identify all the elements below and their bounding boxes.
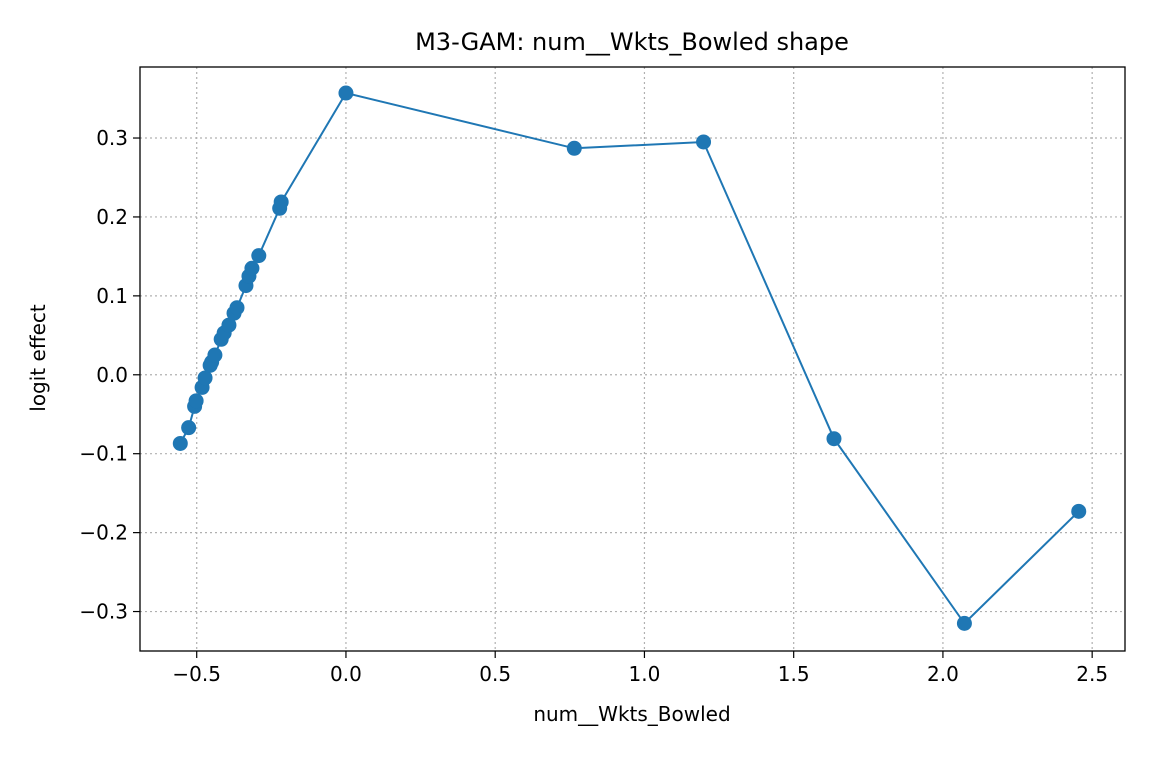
data-point: [1071, 503, 1087, 519]
x-tick-label: 0.0: [330, 662, 362, 686]
y-tick-label: 0.2: [96, 205, 128, 229]
series-layer: [172, 85, 1087, 631]
x-tick-label: 2.0: [927, 662, 959, 686]
plot-frame: [139, 66, 1126, 652]
data-point: [273, 194, 289, 210]
data-point: [956, 615, 972, 631]
y-tick-label: −0.1: [79, 442, 128, 466]
data-point: [172, 435, 188, 451]
data-point: [207, 347, 223, 363]
y-tick-label: 0.1: [96, 284, 128, 308]
y-tick-label: −0.3: [79, 600, 128, 624]
data-point: [197, 370, 213, 386]
data-point: [338, 85, 354, 101]
data-point: [826, 431, 842, 447]
x-tick-label: 2.5: [1076, 662, 1108, 686]
x-tick-label: 1.0: [629, 662, 661, 686]
y-tick-label: 0.3: [96, 126, 128, 150]
y-tick-label: 0.0: [96, 363, 128, 387]
x-tick-label: −0.5: [172, 662, 221, 686]
data-point: [696, 134, 712, 150]
data-point: [244, 260, 260, 276]
x-tick-label: 0.5: [479, 662, 511, 686]
data-point: [566, 140, 582, 156]
data-point: [181, 420, 197, 436]
y-axis-label: logit effect: [26, 304, 50, 412]
grid: [140, 67, 1125, 651]
y-tick-label: −0.2: [79, 521, 128, 545]
ticks: −0.5 0.0 0.5 1.0 1.5 2.0 2.5 −0.3 −0.2 −0.1 0.0 0.1…: [79, 126, 1108, 686]
chart-title: M3-GAM: num__Wkts_Bowled shape: [415, 28, 849, 56]
data-point: [251, 248, 267, 264]
x-tick-label: 1.5: [778, 662, 810, 686]
data-point: [229, 300, 245, 316]
x-axis-label: num__Wkts_Bowled: [533, 702, 730, 726]
data-point: [221, 317, 237, 333]
data-point: [188, 393, 204, 409]
